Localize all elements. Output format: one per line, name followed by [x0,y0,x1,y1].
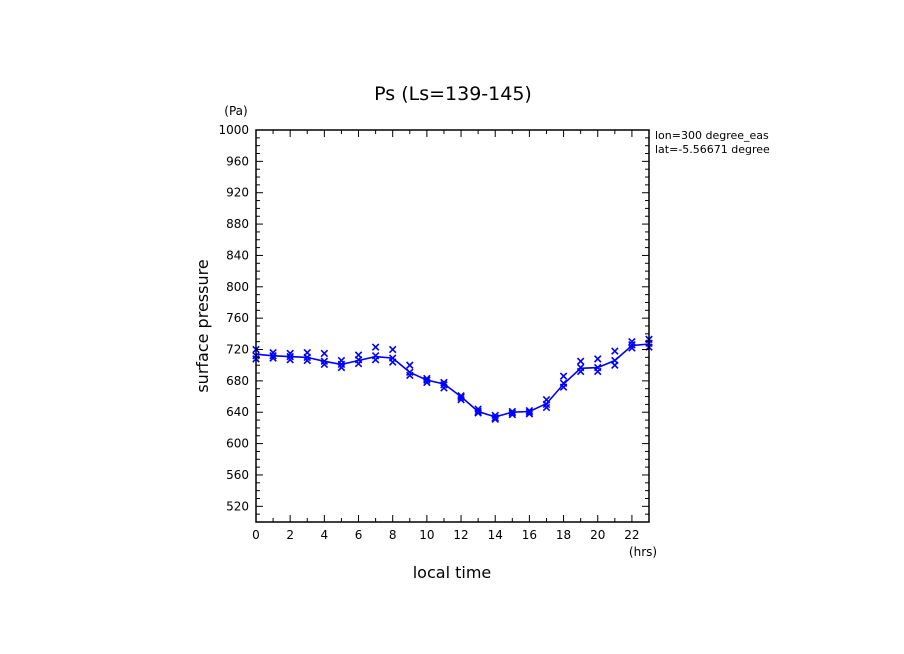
annotation-lat: lat=-5.56671 degree [655,143,770,156]
chart-title: Ps (Ls=139-145) [374,83,532,105]
x-tick-label: 0 [252,528,260,542]
x-tick-label: 10 [419,528,434,542]
data-point-marker [542,403,551,412]
y-tick-label: 600 [226,437,249,451]
y-tick-label: 640 [226,405,249,419]
x-tick-label: 6 [355,528,363,542]
data-point-marker [440,384,448,392]
data-point-marker [491,415,499,424]
data-point-marker [491,413,499,422]
y-tick-label: 920 [226,186,249,200]
data-point-marker [508,409,517,417]
x-tick-label: 18 [556,528,571,542]
data-point-marker [474,409,482,417]
data-point-marker [628,344,636,352]
data-point-marker [269,352,277,360]
data-point-marker [576,357,585,366]
data-point-marker [303,356,312,365]
y-unit-label: (Pa) [224,104,247,118]
data-point-marker [508,410,517,419]
x-tick-label: 14 [488,528,503,542]
annotation-lon: lon=300 degree_eas [655,129,769,142]
y-tick-label: 760 [226,311,249,325]
data-point-marker [525,410,534,418]
y-tick-label: 680 [226,374,249,388]
data-point-marker [457,395,465,404]
y-tick-label: 1000 [218,123,249,137]
x-tick-label: 12 [453,528,468,542]
y-axis-label: surface pressure [193,259,212,392]
data-point-marker [525,408,534,417]
data-point-marker [406,371,414,380]
data-point-marker [611,361,619,369]
y-tick-label: 840 [226,248,249,262]
data-point-marker [388,345,397,354]
data-point-marker [320,349,329,358]
data-point-marker [559,372,568,380]
x-tick-label: 8 [389,528,397,542]
data-point-marker [593,355,602,363]
y-tick-label: 560 [226,468,249,482]
y-tick-label: 960 [226,154,249,168]
data-point-marker [406,361,414,369]
data-point-marker [320,360,329,369]
x-tick-label: 4 [321,528,329,542]
plot-frame [255,129,650,523]
data-point-marker [286,355,294,364]
series-mean-line [255,343,650,418]
data-point-marker [371,343,380,351]
y-tick-label: 520 [226,499,249,513]
x-tick-label: 22 [624,528,639,542]
data-point-marker [474,407,482,416]
data-point-marker [423,378,431,387]
data-point-marker [440,378,448,387]
data-point-marker [354,359,363,368]
x-axis-label: local time [413,563,492,582]
x-unit-label: (hrs) [629,545,657,559]
data-point-marker [337,363,346,372]
data-point-marker [611,347,619,355]
data-point-marker [576,367,585,376]
data-point-marker [269,354,277,362]
data-point-marker [388,358,397,366]
data-point-marker [423,376,431,384]
data-point-marker [371,355,380,364]
data-point-marker [559,383,568,391]
data-point-marker [593,367,602,376]
y-tick-label: 800 [226,280,249,294]
x-tick-label: 2 [286,528,294,542]
y-tick-label: 880 [226,217,249,231]
plot-area [252,335,653,424]
data-point-marker [457,393,465,402]
y-tick-label: 720 [226,343,249,357]
x-tick-label: 16 [522,528,537,542]
x-tick-label: 20 [590,528,605,542]
